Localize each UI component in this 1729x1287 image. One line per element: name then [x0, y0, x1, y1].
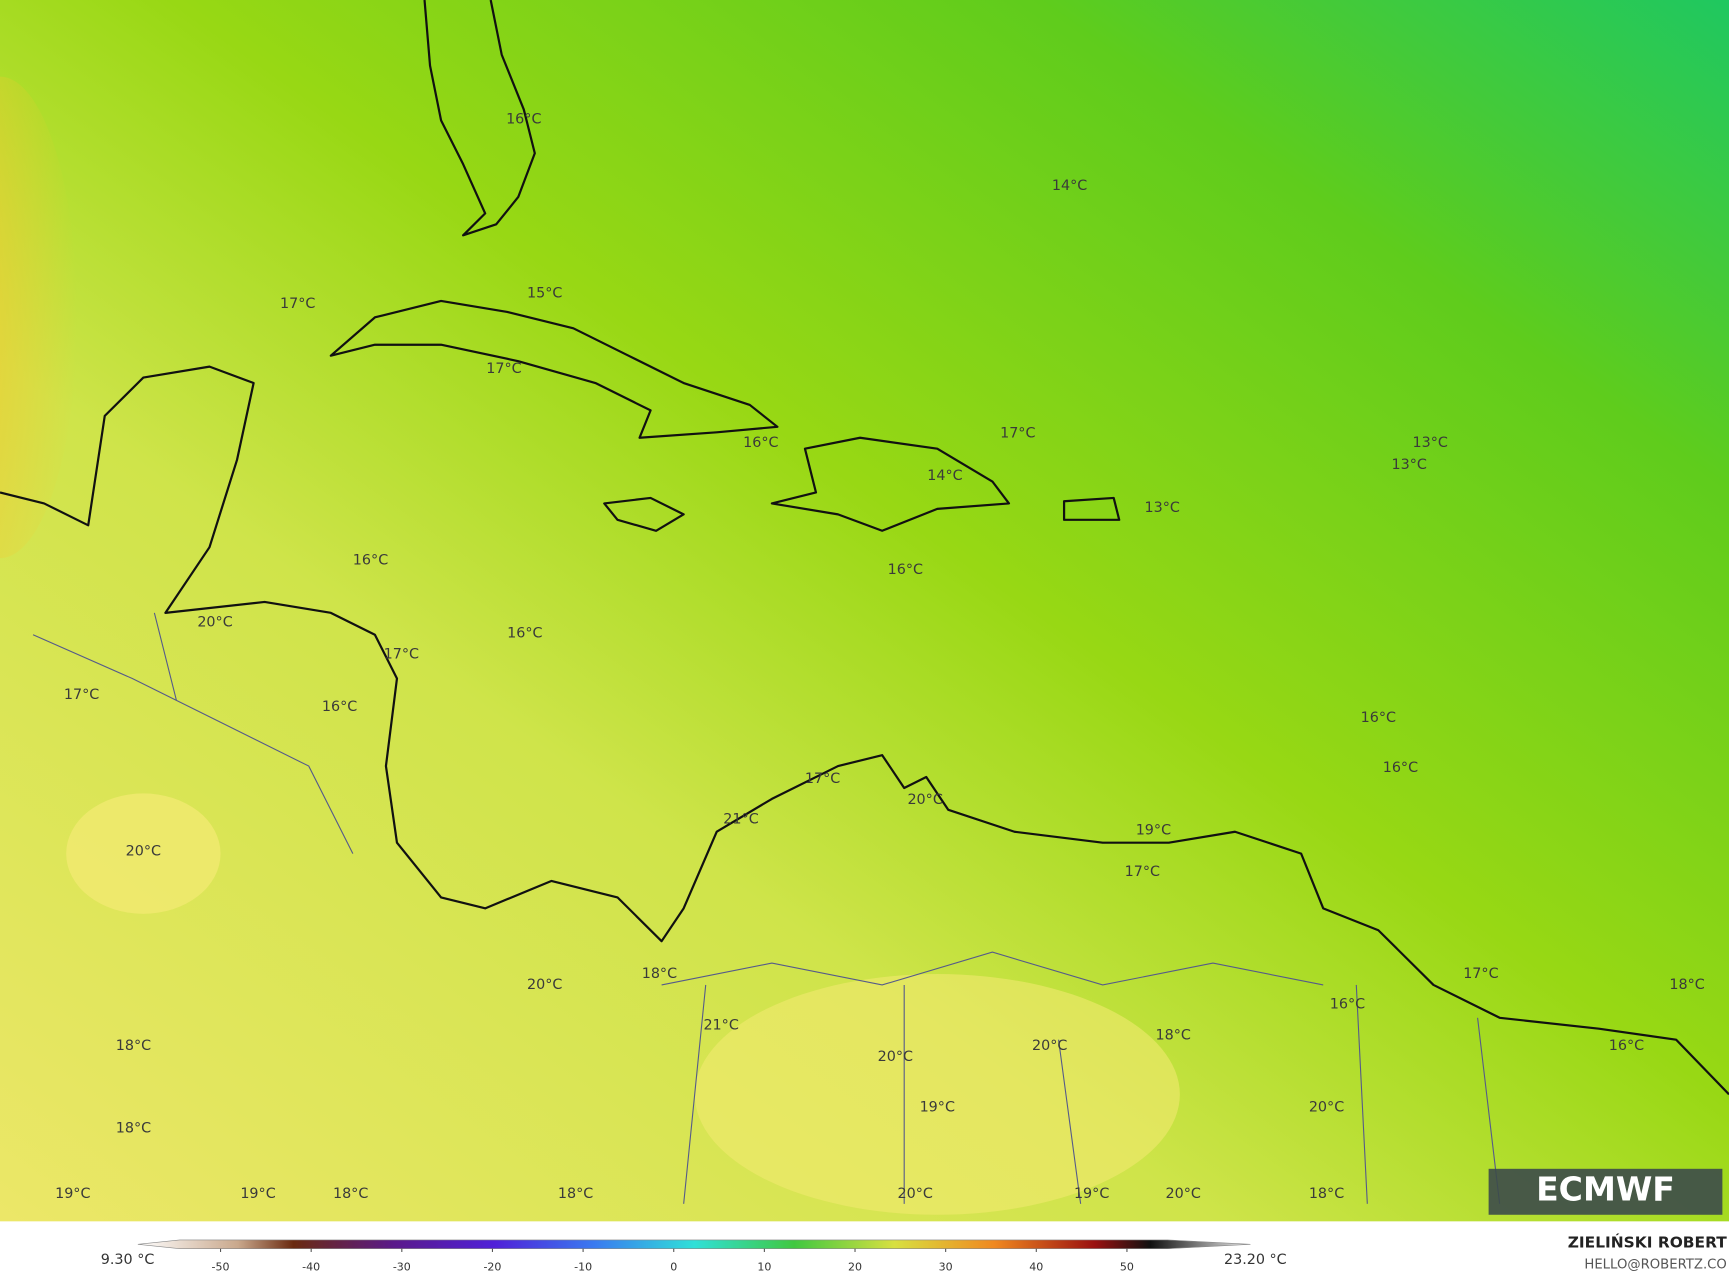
colorbar-tick-label: -30	[393, 1261, 411, 1274]
temperature-label: 18°C	[116, 1038, 151, 1054]
temperature-label: 20°C	[527, 977, 562, 993]
temperature-label: 21°C	[703, 1017, 738, 1033]
temperature-labels: 16°C 14°C 17°C 15°C 17°C 16°C 17°C 13°C 13°C 14°C…	[55, 111, 1705, 1202]
florida-coast	[423, 0, 536, 237]
temperature-label: 13°C	[1412, 435, 1447, 451]
temperature-label: 18°C	[642, 966, 677, 982]
temperature-label: 16°C	[322, 699, 357, 715]
temperature-label: 15°C	[527, 285, 562, 301]
temperature-label: 20°C	[1165, 1186, 1200, 1202]
temperature-label: 20°C	[1032, 1038, 1067, 1054]
colorbar-tick-label: 0	[670, 1261, 677, 1274]
temperature-label: 20°C	[898, 1186, 933, 1202]
credit-contact: HELLO@ROBERTZ.CO	[1584, 1257, 1726, 1272]
logo-box	[1488, 1168, 1723, 1215]
mainland-coast	[0, 365, 1729, 1096]
temperature-label: 16°C	[1361, 710, 1396, 726]
temperature-label: 13°C	[1145, 500, 1180, 516]
temperature-label: 17°C	[384, 646, 419, 662]
temperature-label: 20°C	[907, 792, 942, 808]
map-area: 16°C 14°C 17°C 15°C 17°C 16°C 17°C 13°C 13°C 14°C…	[0, 0, 1729, 1222]
temperature-label: 18°C	[1309, 1186, 1344, 1202]
warm-zone	[0, 76, 78, 559]
temperature-label: 19°C	[55, 1186, 90, 1202]
colorbar-tick-label: 10	[757, 1261, 771, 1274]
temperature-label: 16°C	[1383, 760, 1418, 776]
hispaniola-coast	[770, 436, 1011, 532]
temperature-label: 18°C	[558, 1186, 593, 1202]
temperature-label: 14°C	[1052, 178, 1087, 194]
temperature-label: 17°C	[1000, 425, 1035, 441]
colorbar-bar	[137, 1239, 1251, 1249]
temperature-label: 19°C	[920, 1100, 955, 1116]
temperature-label: 19°C	[1074, 1186, 1109, 1202]
temperature-label: 14°C	[927, 468, 962, 484]
temperature-label: 16°C	[1330, 997, 1365, 1013]
puerto-rico-coast	[1062, 496, 1121, 521]
temperature-label: 17°C	[64, 687, 99, 703]
temperature-label: 13°C	[1392, 457, 1427, 473]
temperature-label: 16°C	[506, 111, 541, 127]
temperature-label: 18°C	[333, 1186, 368, 1202]
colorbar-tick-label: 40	[1029, 1261, 1043, 1274]
warm-zone	[66, 793, 221, 914]
temperature-label: 17°C	[1125, 864, 1160, 880]
credit-name: ZIELIŃSKI ROBERT	[1568, 1233, 1728, 1252]
temperature-label: 17°C	[1463, 966, 1498, 982]
temperature-label: 17°C	[805, 771, 840, 787]
temperature-label: 18°C	[116, 1120, 151, 1136]
borders	[32, 612, 1501, 1204]
colorbar-tick-label: -50	[212, 1261, 230, 1274]
warm-zone	[694, 974, 1180, 1215]
colorbar-tick-label: 20	[848, 1261, 862, 1274]
temperature-label: 21°C	[723, 812, 758, 828]
temperature-label: 17°C	[486, 361, 521, 377]
temperature-label: 20°C	[1309, 1100, 1344, 1116]
logo: ECMWF	[1536, 1170, 1675, 1209]
colorbar-tick-label: -20	[483, 1261, 501, 1274]
temperature-label: 20°C	[126, 843, 161, 859]
temperature-label: 19°C	[240, 1186, 275, 1202]
jamaica-coast	[603, 496, 685, 532]
temperature-label: 16°C	[743, 435, 778, 451]
max-label: 23.20 °C	[1224, 1252, 1287, 1268]
temperature-label: 18°C	[1156, 1027, 1191, 1043]
colorbar-tick-label: 30	[939, 1261, 953, 1274]
colorbar-tick-label: 50	[1120, 1261, 1134, 1274]
temperature-label: 16°C	[507, 626, 542, 642]
temperature-label: 18°C	[1669, 977, 1704, 993]
temperature-label: 17°C	[280, 296, 315, 312]
temperature-label: 16°C	[1609, 1038, 1644, 1054]
colorbar-tick-label: -40	[302, 1261, 320, 1274]
temperature-label: 20°C	[197, 615, 232, 631]
temperature-label: 19°C	[1136, 823, 1171, 839]
colorbar-tick-label: -10	[574, 1261, 592, 1274]
temperature-label: 16°C	[353, 552, 388, 568]
cuba-coast	[329, 299, 779, 439]
colorbar: 9.30 °C 23.20 °C ZIELIŃSKI ROBERT HELLO@…	[101, 1233, 1728, 1274]
temperature-label: 16°C	[888, 562, 923, 578]
temperature-label: 20°C	[878, 1049, 913, 1065]
min-label: 9.30 °C	[101, 1252, 155, 1268]
